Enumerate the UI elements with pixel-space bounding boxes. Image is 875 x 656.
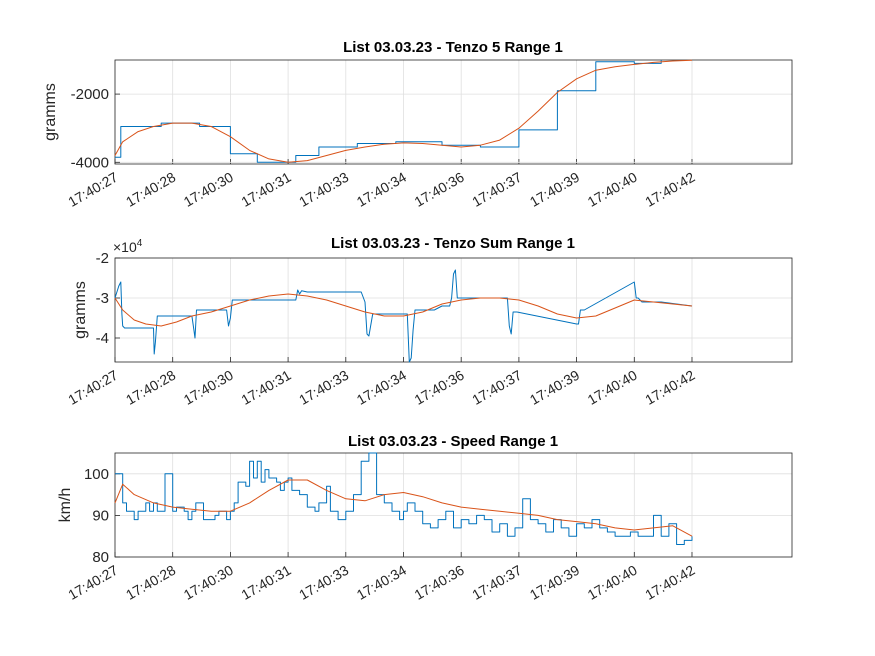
- chart-title: List 03.03.23 - Tenzo Sum Range 1: [331, 235, 575, 252]
- y-axis-exponent: ×104: [113, 238, 143, 255]
- y-axis-label: gramms: [42, 83, 59, 141]
- exponent-base: ×10: [113, 239, 137, 255]
- series-smoothed-line: [114, 479, 693, 537]
- grid-lines: [114, 60, 792, 164]
- y-tick-labels: -2 -3 -4: [96, 250, 109, 347]
- y-tick-label: -3: [96, 290, 109, 307]
- y-tick-label: 90: [92, 507, 109, 524]
- y-tick-label: -4: [96, 330, 109, 347]
- axes-box: [114, 257, 793, 363]
- y-tick-label: -4000: [71, 154, 109, 171]
- plot-area: [114, 59, 693, 163]
- y-tick-labels: 100 90 80: [84, 466, 109, 566]
- chart-title: List 03.03.23 - Tenzo 5 Range 1: [343, 39, 563, 56]
- y-axis-label: gramms: [72, 281, 89, 339]
- y-axis-label: km/h: [57, 488, 74, 523]
- chart-title: List 03.03.23 - Speed Range 1: [348, 433, 558, 450]
- y-tick-label: 80: [92, 549, 109, 566]
- plot-area: [114, 452, 693, 545]
- axes-box: [114, 452, 793, 558]
- plot-area: [114, 269, 693, 363]
- y-tick-labels: -2000 -4000: [71, 86, 109, 171]
- series-raw-line: [114, 269, 693, 363]
- axes-box: [114, 59, 793, 165]
- y-tick-label: -2: [96, 250, 109, 267]
- y-tick-label: 100: [84, 466, 109, 483]
- y-tick-label: -2000: [71, 86, 109, 103]
- series-smoothed-line: [114, 293, 693, 327]
- series-smoothed-line: [114, 59, 693, 163]
- exponent-power: 4: [137, 238, 143, 249]
- series-raw-line: [115, 452, 693, 545]
